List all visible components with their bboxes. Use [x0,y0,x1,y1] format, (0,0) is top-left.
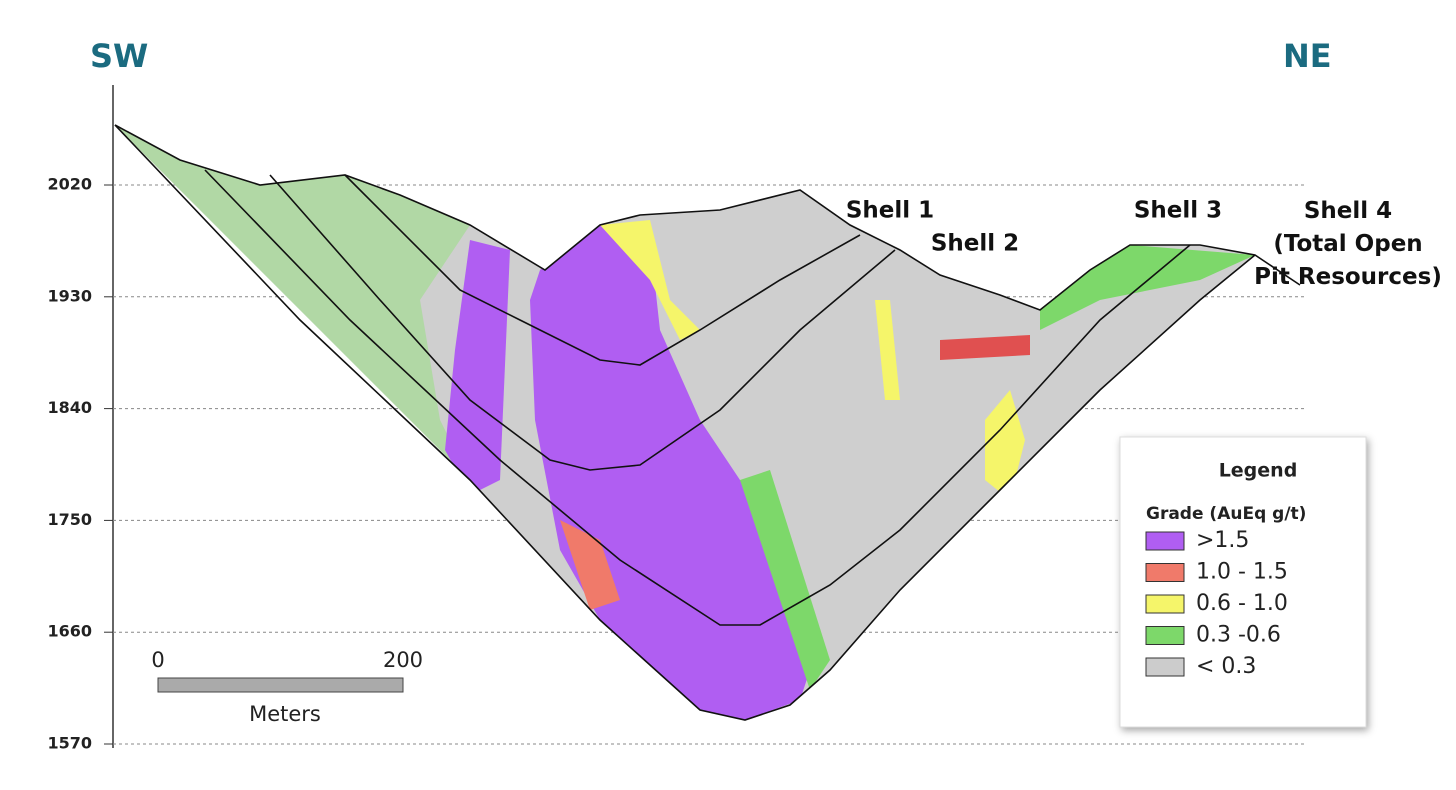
shell-1 [344,174,861,366]
legend-subtitle: Grade (AuEq g/t) [1146,504,1306,524]
tick-label: 1840 [47,398,92,417]
green-zone [740,470,830,690]
legend-label: < 0.3 [1196,654,1256,679]
scale-start: 0 [151,648,164,672]
scale-end: 200 [383,648,423,672]
shell-label: Shell 4 (Total Open Pit Resources) [1254,198,1442,290]
red-zone [560,520,620,610]
yellow-zone [985,390,1025,500]
scale-unit: Meters [249,702,321,726]
tick-label: 1750 [47,510,92,529]
tick-label: 1660 [47,622,92,641]
green-zone [1040,245,1255,330]
purple-zone [445,240,510,495]
yellow-zone [875,300,900,400]
shell-label: Shell 2 [931,231,1019,257]
yellow-zone [600,220,700,340]
terrain [114,124,1301,311]
legend-label: 0.3 -0.6 [1196,623,1281,648]
legend-label: 0.6 - 1.0 [1196,591,1288,616]
direction-sw: SW [90,37,148,75]
legend-swatch [1145,657,1185,677]
legend-label: 1.0 - 1.5 [1196,560,1288,585]
scale-bar [157,677,404,693]
legend-swatch [1145,626,1185,645]
shell-2 [269,174,896,471]
legend-swatch [1145,531,1185,551]
tick-label: 1930 [47,286,92,305]
direction-ne: NE [1283,37,1332,75]
tick-label: 1570 [47,734,92,753]
shell-3 [204,169,1191,626]
legend-items: >1.5 1.0 - 1.5 0.6 - 1.0 0.3 -0.6 < 0.3 [1145,528,1288,679]
tick-label: 2020 [47,175,92,194]
legend-title: Legend [1219,460,1298,482]
shell-label: Shell 3 [1134,198,1222,224]
red-zone [940,335,1030,360]
legend-label: >1.5 [1196,528,1249,553]
shell-labels: Shell 1 Shell 2 Shell 3 Shell 4 (Total Open P… [846,198,1442,290]
shell-label: Shell 1 [846,198,934,224]
legend-swatch [1145,563,1185,582]
green-zone [115,125,470,480]
legend-swatch [1145,594,1185,614]
shell-4 [114,124,1256,721]
